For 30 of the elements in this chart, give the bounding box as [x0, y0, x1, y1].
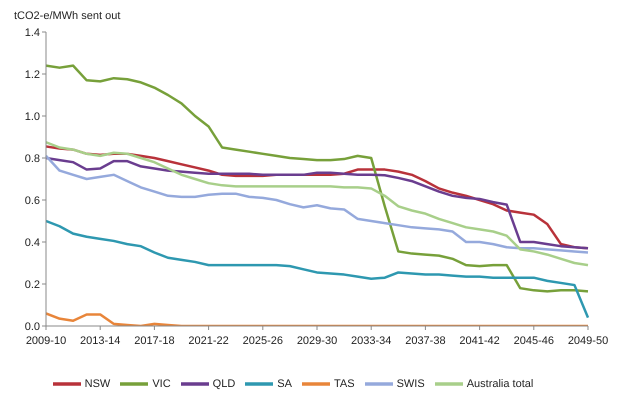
legend-label: TAS [334, 378, 355, 390]
y-tick-label: 1.2 [24, 68, 40, 81]
x-tick-label: 2013-14 [80, 335, 120, 347]
legend-label: NSW [84, 378, 110, 390]
y-tick-label: 1.4 [24, 26, 40, 39]
x-tick-label: 2049-50 [568, 335, 608, 347]
y-tick-label: 1.0 [24, 110, 40, 123]
legend-label: Australia total [466, 378, 534, 390]
y-axis-title: tCO2-e/MWh sent out [14, 10, 120, 22]
line-series [44, 141, 590, 266]
line-series [44, 220, 590, 319]
legend-label: QLD [212, 378, 236, 390]
x-tick-label: 2033-34 [351, 335, 392, 347]
y-tick-label: 0.6 [24, 194, 40, 207]
x-tick-label: 2029-30 [296, 335, 338, 347]
x-tick-label: 2021-22 [188, 335, 229, 347]
x-tick-label: 2009-10 [26, 335, 66, 347]
legend-label: VIC [152, 378, 171, 390]
y-tick-label: 0.2 [24, 278, 40, 291]
y-tick-label: 0.0 [24, 320, 40, 333]
x-tick-label: 2037-38 [405, 335, 446, 347]
y-tick-label: 0.8 [24, 152, 40, 165]
y-tick-label: 0.4 [24, 236, 40, 249]
x-tick-label: 2041-42 [459, 335, 500, 347]
x-tick-label: 2045-46 [514, 335, 554, 347]
legend-label: SWIS [396, 378, 425, 390]
x-tick-label: 2025-26 [242, 335, 283, 347]
x-tick-label: 2017-18 [134, 335, 175, 347]
legend-label: SA [277, 378, 292, 390]
line-series [44, 64, 590, 293]
